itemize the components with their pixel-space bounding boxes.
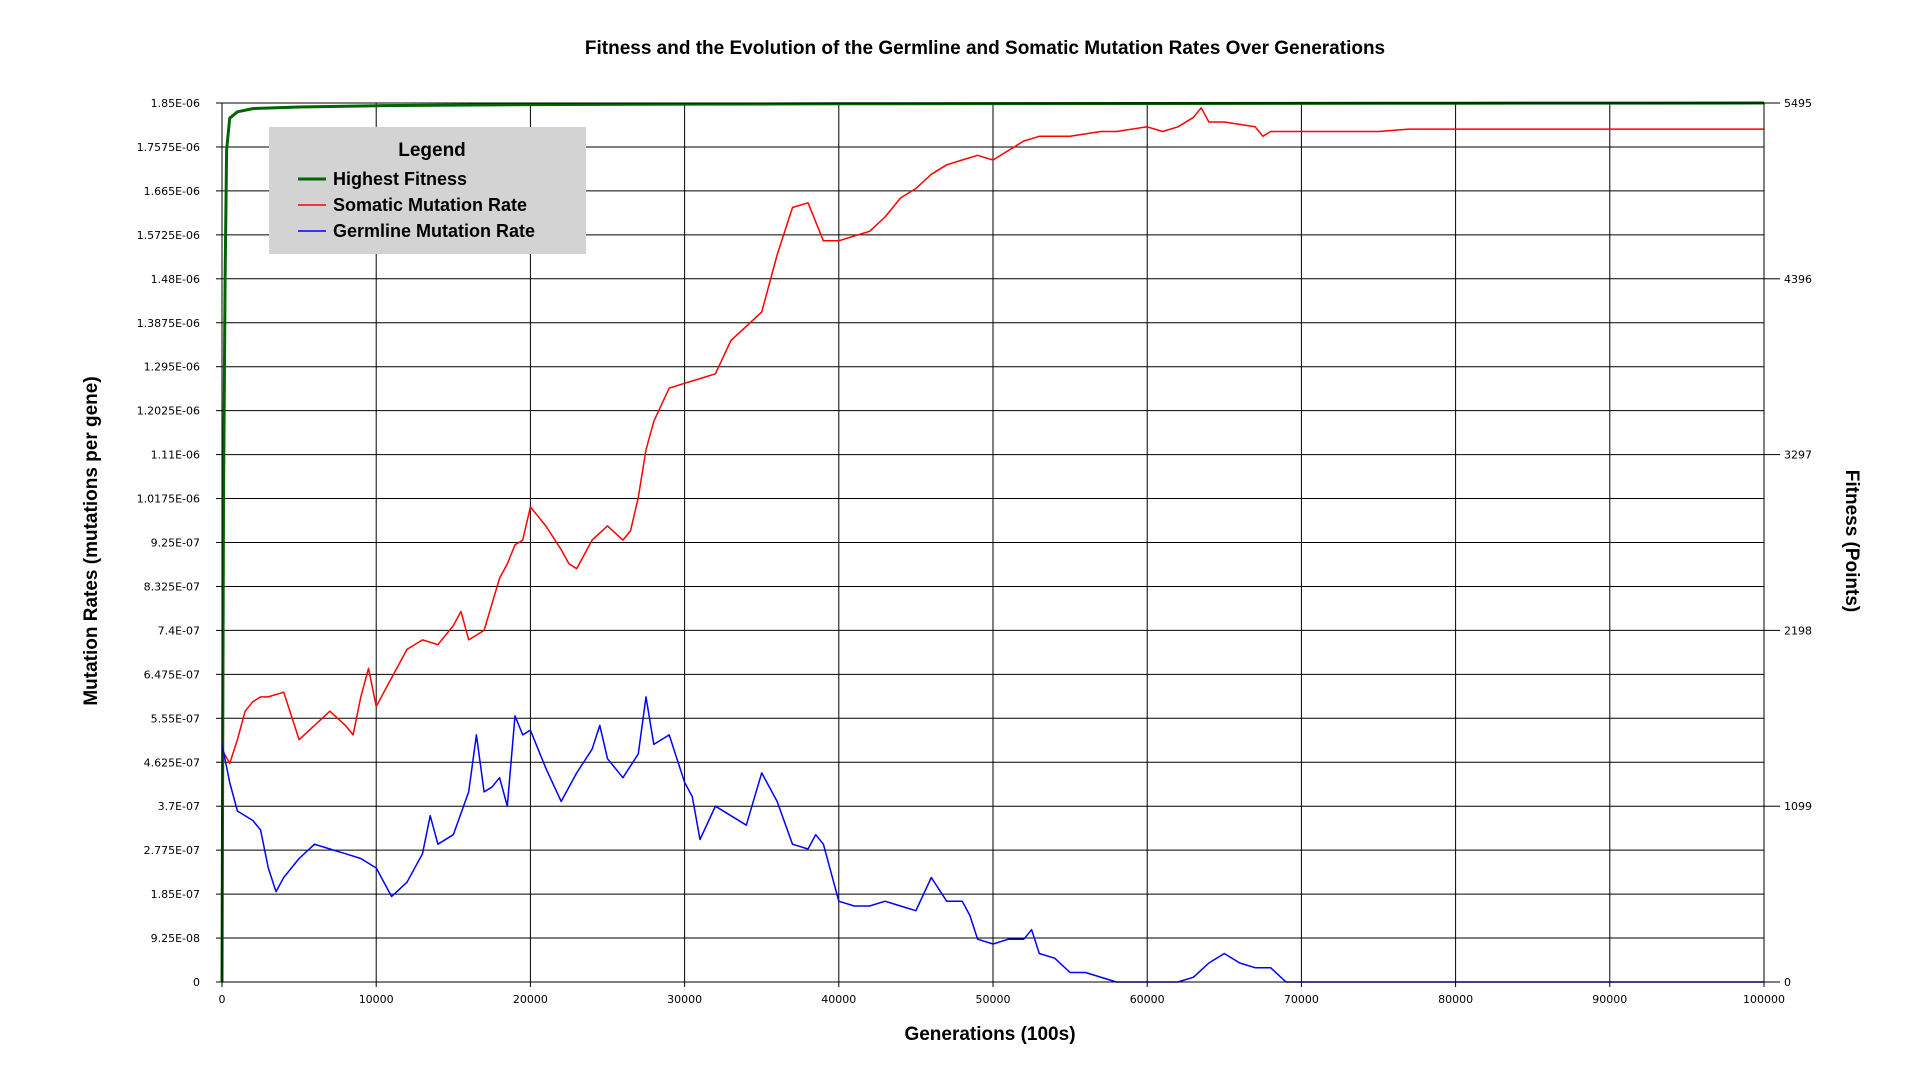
y-tick-label: 1.665E-06 <box>144 185 200 198</box>
y2-axis-title: Fitness (Points) <box>1841 470 1862 613</box>
series-line-somatic-mutation-rate <box>221 107 1764 765</box>
x-tick-label: 0 <box>219 993 226 1006</box>
y-tick-label: 8.325E-07 <box>144 580 200 593</box>
left-axis-ticks: 0 9.25E-08 1.85E-07 2.775E-07 3.7E-07 4.625E-… <box>137 97 222 989</box>
y2-tick-label: 2198 <box>1784 624 1812 637</box>
x-tick-label: 20000 <box>513 993 548 1006</box>
x-tick-label: 10000 <box>359 993 394 1006</box>
x-axis-title: Generations (100s) <box>904 1024 1075 1045</box>
series-line-highest-fitness <box>220 101 1765 983</box>
legend-box <box>269 127 586 254</box>
x-tick-label: 60000 <box>1130 993 1165 1006</box>
legend-label-highest-fitness: Highest Fitness <box>333 169 467 189</box>
y-tick-label: 1.295E-06 <box>144 361 200 374</box>
right-axis-ticks: 0 1099 2198 3297 4396 5495 <box>1764 97 1812 989</box>
x-tick-label: 70000 <box>1284 993 1319 1006</box>
legend-label-somatic: Somatic Mutation Rate <box>333 195 527 215</box>
x-axis-ticks: 0 10000 20000 30000 40000 50000 60000 70000 8000… <box>219 982 1785 1006</box>
y-tick-label: 1.11E-06 <box>151 449 200 462</box>
chart-title: Fitness and the Evolution of the Germlin… <box>585 38 1385 59</box>
y-tick-label: 1.48E-06 <box>151 273 200 286</box>
y-axis-title: Mutation Rates (mutations per gene) <box>81 376 102 705</box>
y-tick-label: 4.625E-07 <box>144 756 200 769</box>
x-tick-label: 100000 <box>1743 993 1785 1006</box>
y-tick-label: 3.7E-07 <box>158 800 200 813</box>
x-tick-label: 80000 <box>1438 993 1473 1006</box>
legend: Legend Highest Fitness Somatic Mutation … <box>269 127 586 254</box>
y-tick-label: 1.85E-06 <box>151 97 200 110</box>
y-tick-label: 9.25E-07 <box>151 537 200 550</box>
y-tick-label: 1.5725E-06 <box>137 229 200 242</box>
y-tick-label: 1.0175E-06 <box>137 493 200 506</box>
y-tick-label: 1.85E-07 <box>151 888 200 901</box>
y2-tick-label: 4396 <box>1784 273 1812 286</box>
plot-border <box>221 102 1765 983</box>
legend-title: Legend <box>398 140 466 161</box>
y-tick-label: 5.55E-07 <box>151 712 200 725</box>
y2-tick-label: 0 <box>1784 976 1791 989</box>
y-tick-label: 2.775E-07 <box>144 844 200 857</box>
y2-tick-label: 3297 <box>1784 449 1812 462</box>
x-tick-label: 50000 <box>976 993 1011 1006</box>
y-tick-label: 6.475E-07 <box>144 668 200 681</box>
legend-label-germline: Germline Mutation Rate <box>333 221 535 241</box>
x-tick-label: 30000 <box>667 993 702 1006</box>
y-tick-label: 7.4E-07 <box>158 624 200 637</box>
y2-tick-label: 1099 <box>1784 800 1812 813</box>
y-tick-label: 9.25E-08 <box>151 932 200 945</box>
y-tick-label: 1.2025E-06 <box>137 405 200 418</box>
y-tick-label: 1.7575E-06 <box>137 141 200 154</box>
y-tick-label: 0 <box>193 976 200 989</box>
y-tick-label: 1.3875E-06 <box>137 317 200 330</box>
x-tick-label: 90000 <box>1592 993 1627 1006</box>
y2-tick-label: 5495 <box>1784 97 1812 110</box>
x-tick-label: 40000 <box>821 993 856 1006</box>
